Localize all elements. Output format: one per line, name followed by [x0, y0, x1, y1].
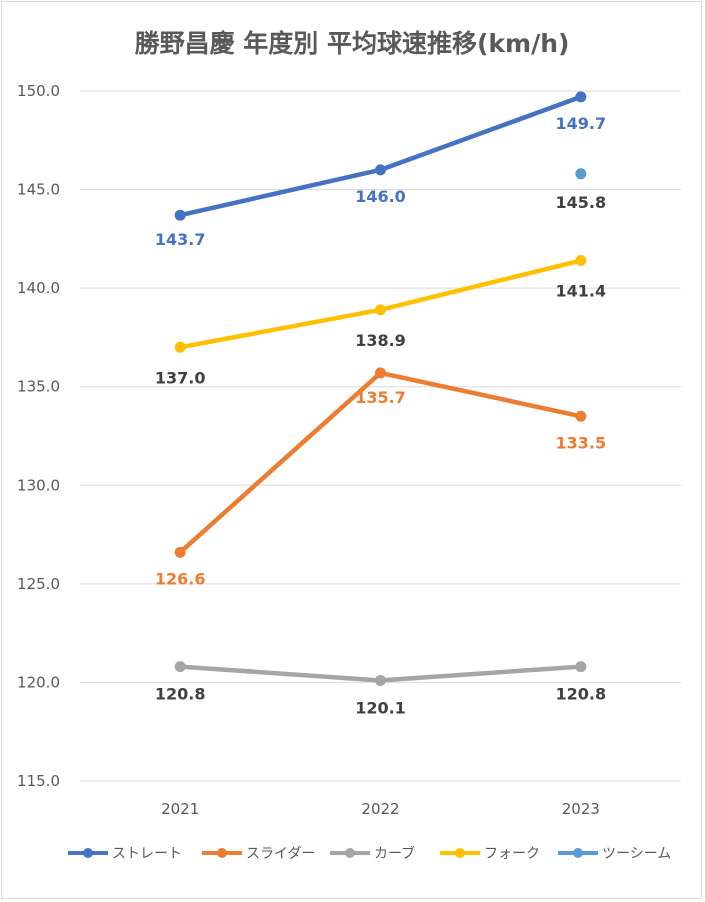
data-point: [575, 255, 587, 267]
data-point: [174, 661, 186, 673]
x-tick-label: 2023: [562, 800, 600, 818]
x-tick-label: 2021: [161, 800, 199, 818]
legend-marker: [573, 848, 583, 858]
data-label: 133.5: [556, 433, 607, 452]
data-label: 120.8: [155, 685, 206, 704]
data-label: 137.0: [155, 368, 206, 387]
y-tick-label: 125.0: [17, 575, 60, 593]
data-point: [575, 410, 587, 422]
y-tick-label: 150.0: [17, 82, 60, 100]
legend-marker: [455, 848, 465, 858]
data-label: 149.7: [556, 114, 607, 133]
data-point: [174, 209, 186, 221]
data-point: [575, 91, 587, 103]
y-tick-label: 135.0: [17, 378, 60, 396]
legend-marker: [83, 848, 93, 858]
legend-marker: [345, 848, 355, 858]
y-tick-label: 145.0: [17, 181, 60, 199]
legend-entry: カーブ: [374, 845, 415, 862]
data-point: [575, 168, 587, 180]
legend: ストレート スライダー カーブ フォーク ツーシーム: [68, 845, 671, 862]
legend-entry: フォーク: [484, 846, 540, 862]
data-label: 145.8: [556, 193, 607, 212]
chart-title: 勝野昌慶 年度別 平均球速推移(km/h): [135, 29, 570, 58]
data-label: 120.8: [556, 685, 607, 704]
data-point: [375, 164, 386, 176]
legend-entry: ツーシーム: [602, 846, 671, 862]
y-tick-label: 140.0: [17, 279, 60, 297]
data-label: 146.0: [355, 187, 406, 206]
y-tick-label: 115.0: [17, 772, 60, 790]
legend-entry: スライダー: [246, 846, 315, 862]
gridlines: [80, 90, 681, 782]
data-label: 135.7: [355, 388, 406, 407]
legend-marker: [217, 848, 227, 858]
legend-entry: ストレート: [112, 846, 182, 862]
data-label: 138.9: [355, 331, 406, 350]
data-point: [375, 674, 386, 686]
data-labels: 143.7 146.0 149.7 126.6 135.7 133.5 120.8 120.1…: [155, 114, 606, 718]
series-group: [174, 91, 587, 686]
data-point: [174, 546, 186, 558]
data-label: 126.6: [155, 569, 206, 588]
data-point: [575, 661, 587, 673]
data-point: [375, 367, 386, 379]
data-label: 143.7: [155, 230, 206, 249]
y-axis-ticks: 115.0 120.0 125.0 130.0 135.0 140.0 145.0 150.0: [17, 82, 60, 790]
data-label: 141.4: [556, 282, 607, 301]
x-axis-ticks: 2021 2022 2023: [161, 800, 600, 818]
data-point: [174, 341, 186, 353]
data-point: [375, 304, 386, 316]
data-label: 120.1: [355, 698, 406, 717]
y-tick-label: 120.0: [17, 673, 60, 691]
x-tick-label: 2022: [361, 800, 399, 818]
y-tick-label: 130.0: [17, 476, 60, 494]
